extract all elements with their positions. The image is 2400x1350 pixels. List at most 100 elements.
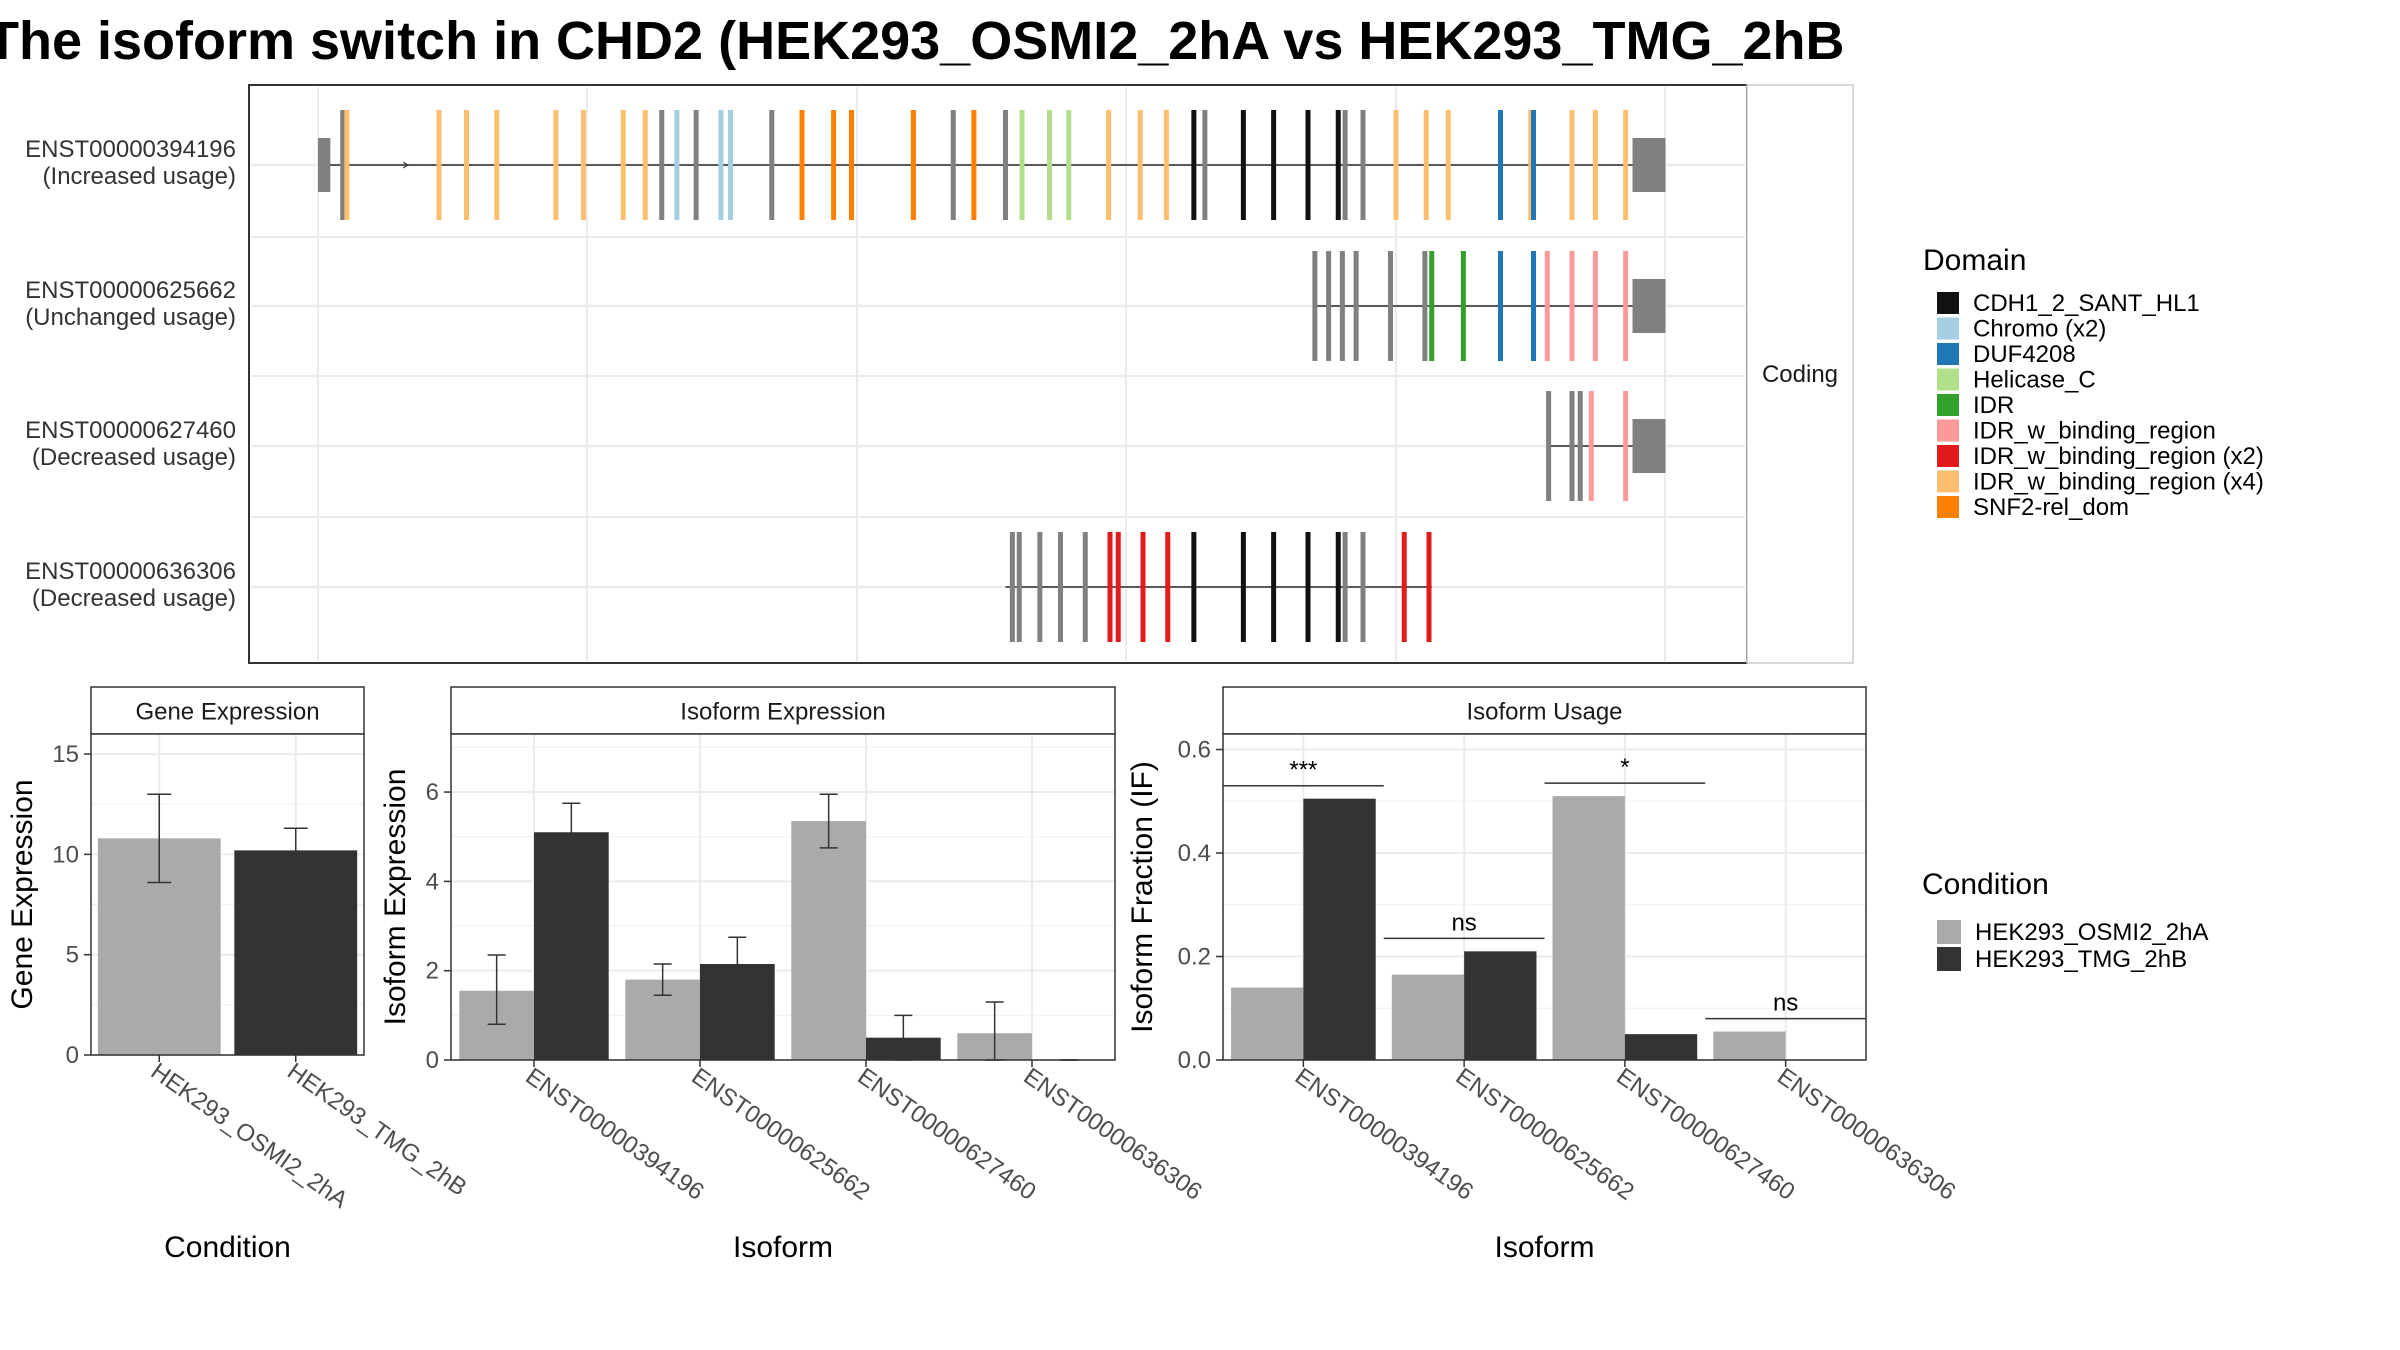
coding-exon bbox=[1498, 110, 1503, 220]
coding-exon bbox=[494, 110, 500, 220]
coding-exon bbox=[728, 110, 733, 220]
coding-exon bbox=[718, 110, 724, 220]
coding-exon bbox=[1019, 110, 1025, 220]
coding-exon bbox=[1592, 110, 1598, 220]
bar bbox=[1624, 1034, 1698, 1060]
condition-legend-swatch bbox=[1937, 920, 1961, 944]
transcript-id-label: ENST00000627460 bbox=[25, 417, 236, 444]
coding-exon bbox=[580, 110, 586, 220]
coding-exon bbox=[1498, 251, 1503, 361]
coding-exon bbox=[1082, 532, 1088, 642]
coding-exon bbox=[1544, 251, 1550, 361]
plot-border bbox=[450, 733, 1116, 1061]
coding-exon bbox=[1163, 110, 1169, 220]
utr-exon bbox=[1632, 279, 1666, 333]
coding-exon bbox=[1305, 110, 1311, 220]
domain-legend-label: SNF2-rel_dom bbox=[1973, 494, 2129, 521]
y-tick-label: 0.0 bbox=[1178, 1047, 1211, 1074]
domain-legend-swatch bbox=[1937, 470, 1959, 493]
condition-legend-label: HEK293_OSMI2_2hA bbox=[1975, 919, 2208, 946]
panel-strip-label: Isoform Expression bbox=[680, 699, 885, 726]
domain-legend-label: DUF4208 bbox=[1973, 341, 2076, 368]
transcript-status-label: (Decreased usage) bbox=[32, 444, 236, 471]
y-tick-label: 5 bbox=[66, 942, 79, 969]
domain-legend-label: CDH1_2_SANT_HL1 bbox=[1973, 290, 2200, 317]
condition-legend-title: Condition bbox=[1922, 868, 2049, 901]
domain-legend-label: Helicase_C bbox=[1973, 367, 2096, 394]
significance-label: *** bbox=[1289, 757, 1317, 784]
domain-legend-label: Chromo (x2) bbox=[1973, 316, 2106, 343]
coding-exon bbox=[1531, 110, 1536, 220]
domain-legend-swatch bbox=[1937, 368, 1959, 391]
panel-strip bbox=[450, 686, 1116, 735]
coding-exon bbox=[1623, 110, 1629, 220]
coding-exon bbox=[1115, 532, 1121, 642]
coding-exon bbox=[674, 110, 680, 220]
utr-exon bbox=[1632, 419, 1666, 473]
coding-exon bbox=[849, 110, 854, 220]
coding-exon bbox=[1623, 251, 1629, 361]
plot-border bbox=[1222, 733, 1867, 1061]
bar bbox=[1391, 974, 1465, 1060]
coding-exon bbox=[344, 110, 350, 220]
bar bbox=[791, 821, 866, 1060]
coding-exon bbox=[1423, 110, 1429, 220]
coding-exon bbox=[1140, 532, 1146, 642]
x-tick-label: ENST00000636306 bbox=[1772, 1063, 1960, 1206]
coding-exon bbox=[950, 110, 956, 220]
coding-exon bbox=[1353, 251, 1359, 361]
coding-exon bbox=[1016, 532, 1022, 642]
domain-legend-label: IDR bbox=[1973, 392, 2014, 419]
domain-legend-label: IDR_w_binding_region bbox=[1973, 418, 2216, 445]
domain-legend-swatch bbox=[1937, 343, 1959, 365]
isoform-usage-panel: Isoform Usage 0.0 0.2 0.4 0.6 ENST00000394196… bbox=[1126, 686, 1960, 1264]
coding-exon bbox=[910, 110, 916, 220]
transcript-id-label: ENST00000636306 bbox=[25, 558, 236, 585]
coding-exon bbox=[1191, 110, 1197, 220]
x-axis-title: Isoform bbox=[1494, 1231, 1594, 1264]
coding-exon bbox=[1240, 532, 1246, 642]
coding-exon bbox=[1429, 251, 1435, 361]
transcript-id-label: ENST00000625662 bbox=[25, 277, 236, 304]
structure-facet-strip bbox=[1746, 84, 1854, 664]
y-tick-label: 10 bbox=[52, 841, 79, 868]
y-tick-label: 6 bbox=[426, 779, 439, 806]
coding-exon bbox=[1546, 391, 1552, 501]
x-tick-label: ENST00000394196 bbox=[1290, 1063, 1478, 1206]
transcript-row: ENST00000625662(Unchanged usage) bbox=[25, 251, 1666, 361]
coding-exon bbox=[1360, 532, 1366, 642]
domain-legend-swatch bbox=[1937, 292, 1959, 314]
coding-exon bbox=[1342, 110, 1348, 220]
coding-exon bbox=[1271, 110, 1277, 220]
coding-exon bbox=[1577, 391, 1583, 501]
utr-exon bbox=[1632, 138, 1666, 192]
coding-exon bbox=[436, 110, 442, 220]
coding-exon bbox=[1047, 110, 1052, 220]
coding-exon bbox=[1339, 251, 1345, 361]
coding-exon bbox=[1623, 391, 1629, 501]
coding-exon bbox=[1531, 251, 1536, 361]
condition-legend-label: HEK293_TMG_2hB bbox=[1975, 946, 2187, 973]
coding-exon bbox=[831, 110, 837, 220]
transcript-structure-panel: Coding ENST00000394196(Increased usage)E… bbox=[25, 84, 1854, 664]
bar bbox=[1231, 987, 1304, 1060]
x-axis-title: Condition bbox=[164, 1231, 291, 1264]
x-tick-label: ENST00000625662 bbox=[687, 1063, 875, 1206]
transcript-row: ENST00000636306(Decreased usage) bbox=[25, 532, 1432, 642]
condition-legend-swatch bbox=[1937, 947, 1961, 971]
bar bbox=[1464, 951, 1537, 1060]
coding-exon bbox=[1401, 532, 1407, 642]
coding-exon bbox=[1240, 110, 1246, 220]
coding-exon bbox=[1445, 110, 1451, 220]
panel-strip-label: Gene Expression bbox=[135, 699, 319, 726]
bar bbox=[234, 850, 358, 1055]
domain-legend-label: IDR_w_binding_region (x2) bbox=[1973, 443, 2264, 470]
structure-rows: ENST00000394196(Increased usage)ENST0000… bbox=[25, 110, 1666, 642]
coding-exon bbox=[464, 110, 469, 220]
coding-exon bbox=[340, 110, 346, 220]
page-title: The isoform switch in CHD2 (HEK293_OSMI2… bbox=[0, 11, 1845, 71]
coding-exon bbox=[1569, 251, 1575, 361]
